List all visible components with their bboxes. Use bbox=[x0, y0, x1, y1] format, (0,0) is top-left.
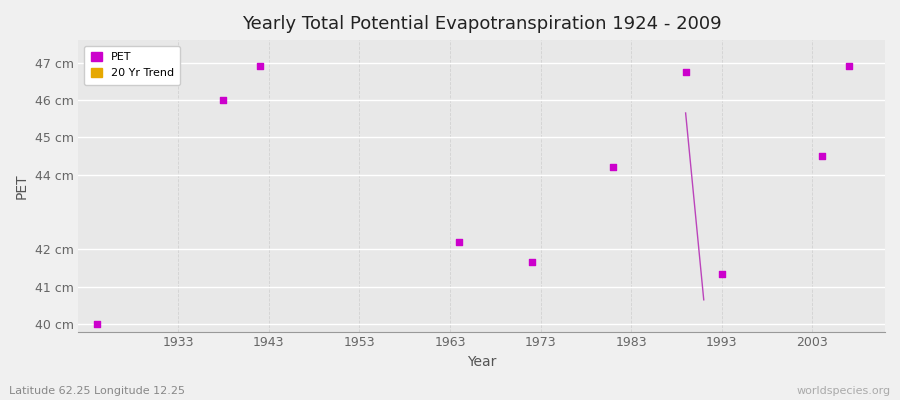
Point bbox=[606, 164, 620, 170]
Point bbox=[715, 270, 729, 277]
Point bbox=[842, 63, 856, 70]
Point bbox=[89, 321, 104, 327]
Point bbox=[525, 259, 539, 266]
Point bbox=[253, 63, 267, 70]
Point bbox=[814, 153, 829, 159]
X-axis label: Year: Year bbox=[467, 355, 497, 369]
Y-axis label: PET: PET bbox=[15, 173, 29, 199]
Point bbox=[452, 239, 466, 245]
Point bbox=[216, 97, 230, 103]
Legend: PET, 20 Yr Trend: PET, 20 Yr Trend bbox=[84, 46, 180, 85]
Title: Yearly Total Potential Evapotranspiration 1924 - 2009: Yearly Total Potential Evapotranspiratio… bbox=[242, 15, 722, 33]
Point bbox=[679, 69, 693, 75]
Text: Latitude 62.25 Longitude 12.25: Latitude 62.25 Longitude 12.25 bbox=[9, 386, 185, 396]
Text: worldspecies.org: worldspecies.org bbox=[796, 386, 891, 396]
